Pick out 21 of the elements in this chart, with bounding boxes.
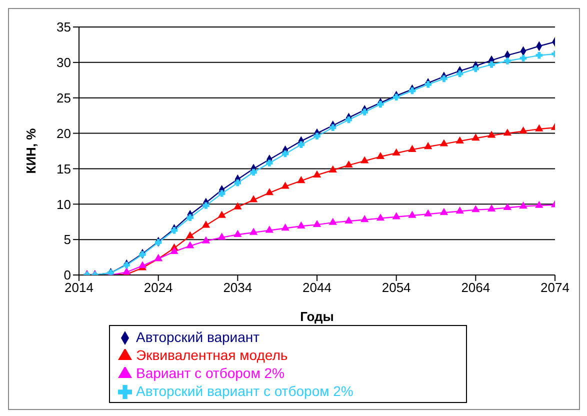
legend-label: Вариант с отбором 2% xyxy=(136,365,284,381)
x-tick-label: 2074 xyxy=(540,280,570,296)
x-tick-label: 2014 xyxy=(64,280,94,296)
x-tick-label: 2064 xyxy=(461,280,490,296)
y-tick-label: 15 xyxy=(56,161,71,176)
y-tick-label: 20 xyxy=(56,126,71,141)
x-axis-title: Годы xyxy=(300,309,334,324)
x-tick-label: 2034 xyxy=(223,280,252,296)
x-tick-label: 2024 xyxy=(144,280,173,296)
y-tick-label: 10 xyxy=(56,196,71,212)
y-tick-label: 25 xyxy=(56,90,71,106)
legend-label: Авторский вариант xyxy=(136,329,260,345)
y-axis-title: КИН, % xyxy=(24,128,39,174)
y-tick-label: 30 xyxy=(56,55,71,70)
legend-label: Эквивалентная модель xyxy=(136,347,288,363)
y-tick-label: 5 xyxy=(64,232,71,248)
x-tick-label: 2054 xyxy=(382,280,411,296)
y-tick-label: 35 xyxy=(56,20,71,35)
y-tick-label: 0 xyxy=(64,268,71,283)
legend-label: Авторский вариант с отбором 2% xyxy=(136,383,354,399)
x-tick-label: 2044 xyxy=(302,280,332,296)
